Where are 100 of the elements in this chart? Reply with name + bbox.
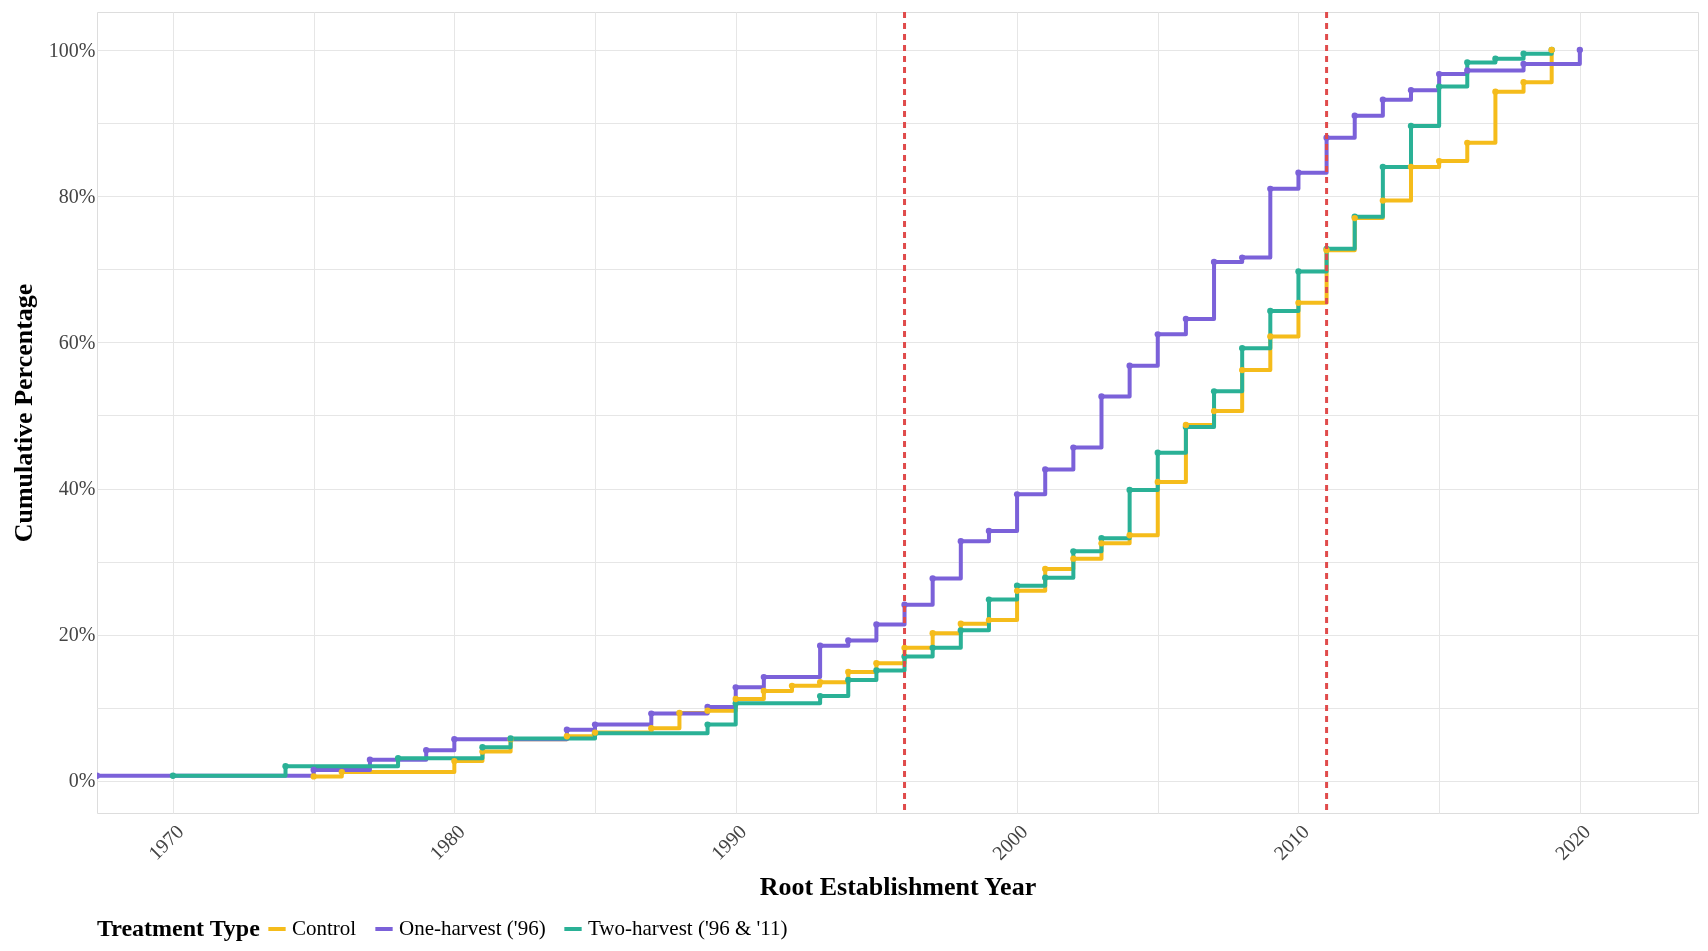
point <box>760 673 768 681</box>
y-tick-label: 60% <box>58 330 96 353</box>
x-tick-label: 1980 <box>425 820 469 864</box>
legend-title: Treatment Type <box>97 915 261 941</box>
point <box>845 676 852 684</box>
point <box>1464 139 1471 146</box>
legend-label: One-harvest ('96) <box>399 916 546 940</box>
point <box>816 692 824 700</box>
point <box>901 644 908 651</box>
point <box>1042 466 1049 473</box>
point <box>985 616 993 624</box>
point <box>1435 83 1443 90</box>
legend-label: Two-harvest ('96 & '11) <box>588 916 788 940</box>
point <box>985 596 993 603</box>
point <box>451 757 458 765</box>
point <box>423 746 430 754</box>
point <box>1407 163 1415 171</box>
point <box>1210 258 1218 266</box>
point <box>1042 574 1049 581</box>
y-tick-label: 20% <box>58 623 96 646</box>
point <box>1464 67 1471 74</box>
point <box>845 637 852 644</box>
point <box>845 668 852 676</box>
point <box>1013 582 1021 589</box>
point <box>1267 185 1274 193</box>
x-tick-label: 1990 <box>706 820 751 864</box>
point <box>957 537 964 545</box>
point <box>1295 268 1302 275</box>
point <box>1576 46 1583 54</box>
point <box>1154 331 1161 338</box>
point <box>1435 70 1443 78</box>
point <box>816 642 824 649</box>
point <box>929 575 936 582</box>
point <box>1070 444 1077 451</box>
point <box>1267 307 1274 315</box>
point <box>310 773 317 780</box>
point <box>1520 79 1527 86</box>
point <box>1239 366 1246 374</box>
point <box>957 620 964 627</box>
point <box>394 755 402 762</box>
point <box>1042 565 1049 573</box>
point <box>451 736 458 743</box>
point <box>1098 540 1105 547</box>
point <box>1379 197 1387 204</box>
point <box>1154 478 1161 486</box>
point <box>1295 169 1302 176</box>
point <box>1351 112 1358 119</box>
point <box>816 679 824 686</box>
point <box>1379 96 1387 103</box>
point <box>591 721 599 728</box>
point <box>1407 122 1415 130</box>
point <box>648 725 655 732</box>
point <box>1492 88 1499 95</box>
point <box>1464 59 1471 66</box>
point <box>169 772 177 779</box>
point <box>1098 393 1105 400</box>
point <box>732 695 739 703</box>
y-tick-label: 80% <box>58 184 96 207</box>
point <box>648 710 655 717</box>
point <box>1154 449 1161 456</box>
point <box>479 744 486 751</box>
legend-label: Control <box>292 916 357 940</box>
point <box>732 684 739 691</box>
point <box>563 726 571 733</box>
point <box>873 667 880 674</box>
point <box>1239 345 1246 352</box>
point <box>282 763 289 770</box>
point <box>1182 315 1190 323</box>
point <box>1126 532 1133 539</box>
point <box>873 621 880 628</box>
point <box>1492 55 1499 62</box>
point <box>929 644 936 651</box>
point <box>1295 299 1302 307</box>
point <box>563 733 571 740</box>
point <box>1239 254 1246 261</box>
point <box>1520 50 1527 57</box>
point <box>1013 491 1021 498</box>
point <box>929 630 936 637</box>
point <box>310 766 317 774</box>
point <box>1070 555 1077 562</box>
point <box>338 768 345 776</box>
y-tick-label: 100% <box>48 38 96 61</box>
y-tick-label: 40% <box>58 477 96 500</box>
point <box>1267 333 1274 340</box>
point <box>704 707 711 714</box>
point <box>1070 548 1077 555</box>
point <box>366 756 374 763</box>
point <box>957 627 964 634</box>
y-tick-label: 0% <box>68 769 96 792</box>
x-axis-title: Root Establishment Year <box>759 871 1037 901</box>
point <box>1210 407 1218 415</box>
point <box>985 527 993 535</box>
point <box>1210 388 1218 395</box>
point <box>704 721 711 728</box>
point <box>1013 587 1021 594</box>
point <box>1407 87 1415 94</box>
y-axis-title: Cumulative Percentage <box>8 283 38 543</box>
point <box>676 709 683 717</box>
point <box>1435 157 1443 165</box>
point <box>788 682 796 689</box>
